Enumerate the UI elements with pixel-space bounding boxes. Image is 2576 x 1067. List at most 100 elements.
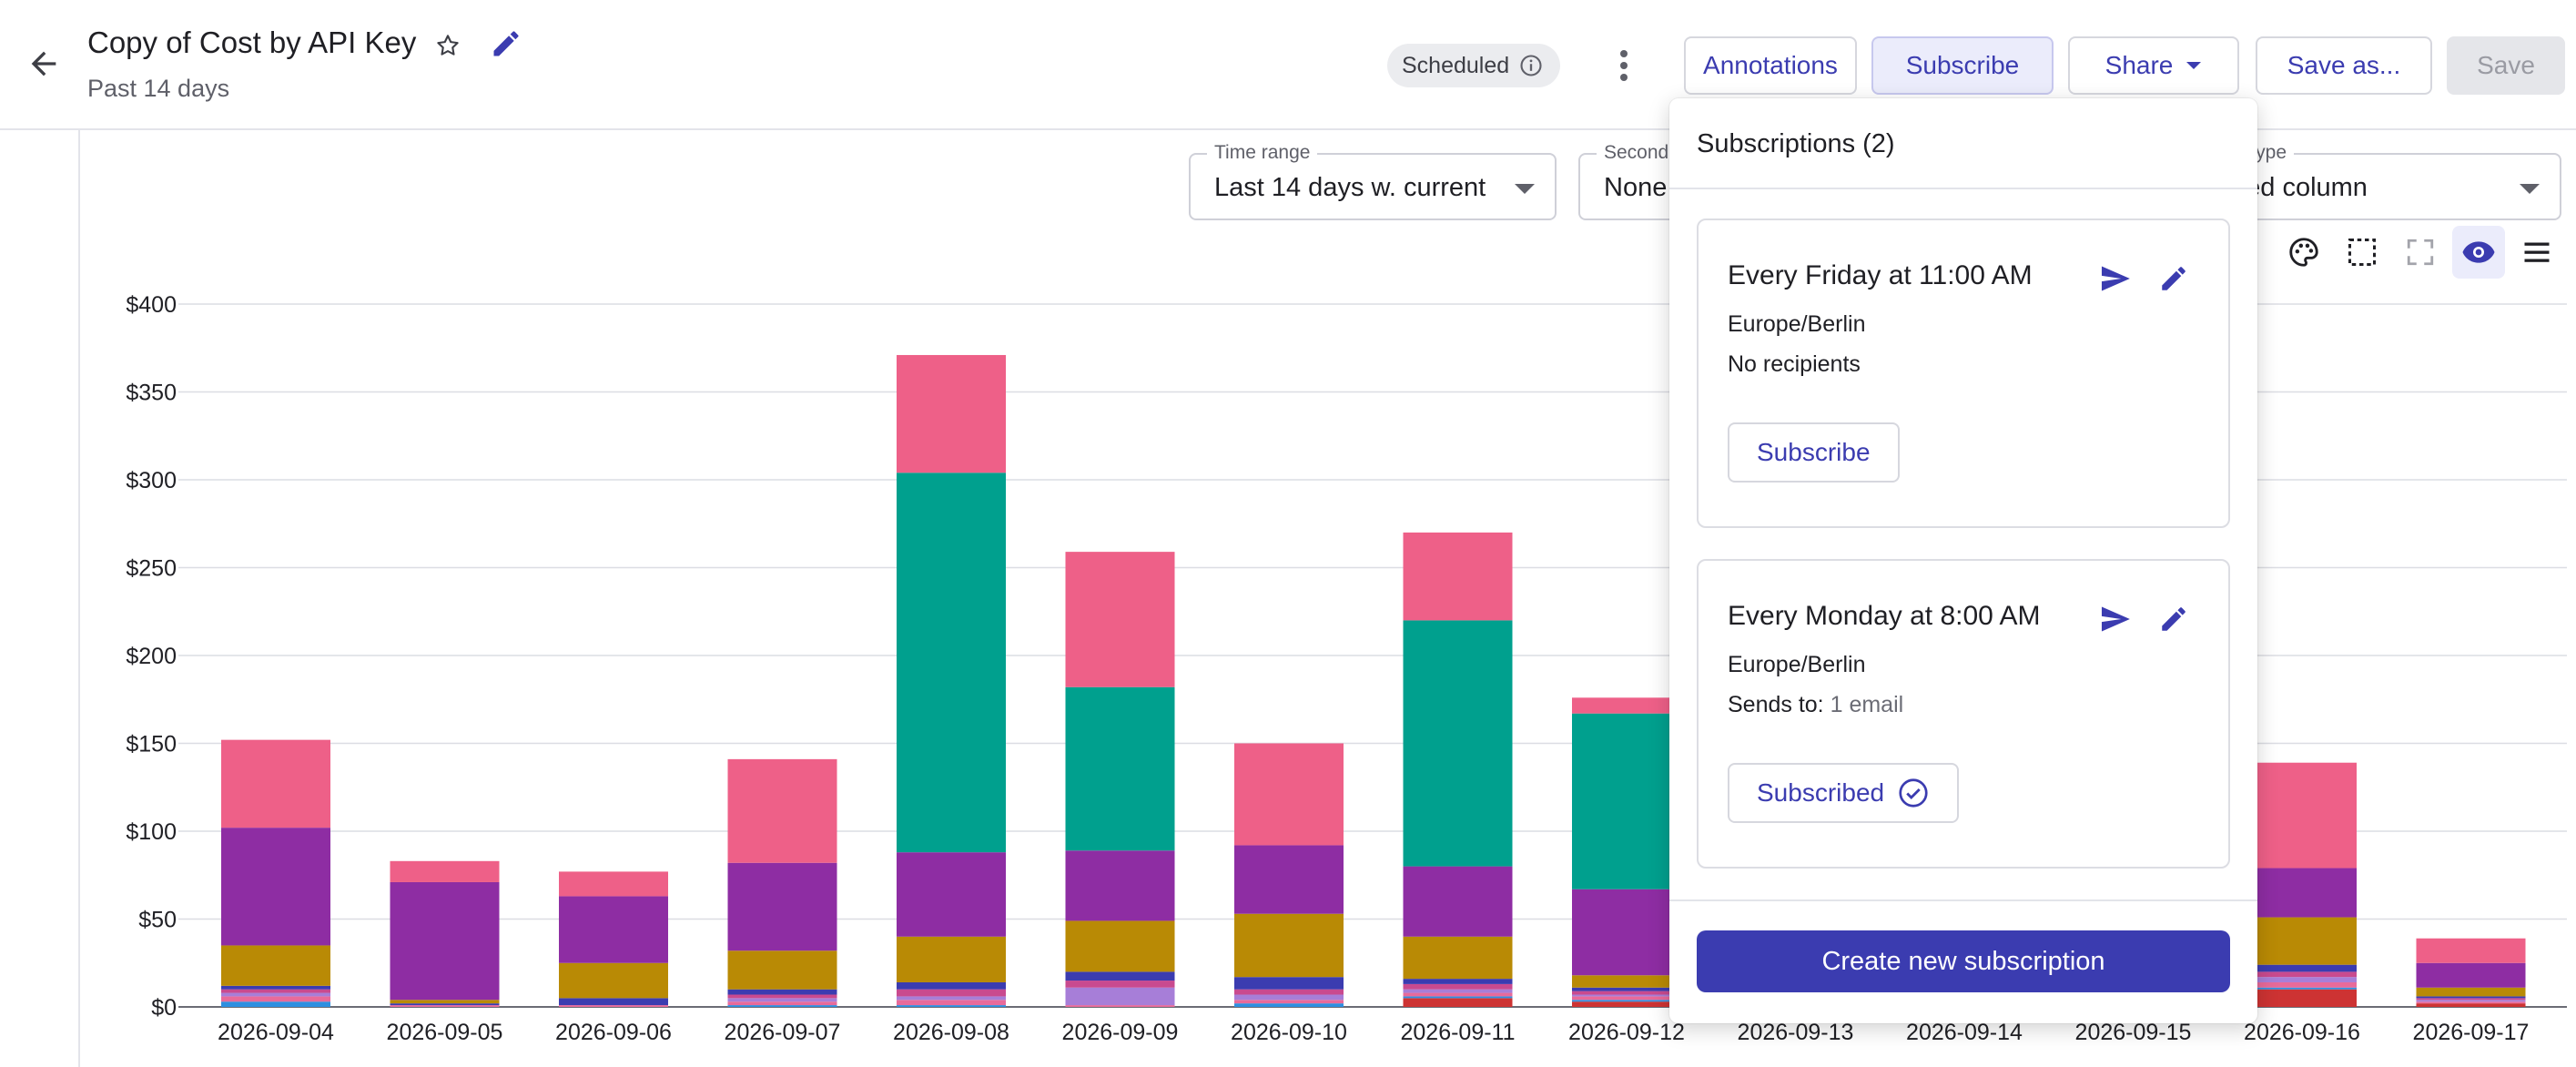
bar-segment bbox=[559, 1005, 668, 1007]
edit-subscription-button[interactable] bbox=[2152, 257, 2196, 300]
bar-segment bbox=[1234, 977, 1344, 990]
bar-segment bbox=[221, 828, 330, 946]
bar-segment bbox=[2247, 981, 2357, 988]
visibility-toggle-button[interactable] bbox=[2452, 226, 2505, 279]
bar-segment bbox=[897, 473, 1006, 853]
y-tick-label: $0 bbox=[151, 995, 177, 1021]
check-circle-icon bbox=[1899, 778, 1928, 808]
fullscreen-button[interactable] bbox=[2394, 226, 2447, 279]
time-range-label: Time range bbox=[1207, 142, 1318, 164]
x-tick-label: 2026-09-08 bbox=[893, 1020, 1009, 1045]
save-as-button[interactable]: Save as... bbox=[2256, 36, 2432, 95]
bar-segment bbox=[1403, 983, 1513, 990]
palette-button[interactable] bbox=[2277, 226, 2330, 279]
bar-segment bbox=[221, 945, 330, 986]
favorite-button[interactable] bbox=[430, 27, 466, 64]
select-area-button[interactable] bbox=[2336, 226, 2388, 279]
popover-divider bbox=[1669, 899, 2257, 901]
bar-segment bbox=[2416, 1003, 2526, 1007]
y-tick-label: $200 bbox=[126, 644, 177, 669]
save-button[interactable]: Save bbox=[2447, 36, 2565, 95]
bar-segment bbox=[1234, 1000, 1344, 1004]
popover-divider bbox=[1669, 188, 2257, 189]
subscription-card: Every Monday at 8:00 AM Europe/Berlin Se… bbox=[1697, 559, 2230, 869]
bar-segment bbox=[559, 998, 668, 1006]
bar-segment bbox=[1572, 1000, 1681, 1002]
x-tick-label: 2026-09-07 bbox=[725, 1020, 841, 1045]
bar-segment bbox=[897, 981, 1006, 990]
subscription-recipients: Sends to: 1 email bbox=[1728, 692, 1903, 718]
more-options-button[interactable] bbox=[1602, 42, 1646, 89]
bar-segment bbox=[221, 996, 330, 1002]
annotations-button[interactable]: Annotations bbox=[1684, 36, 1857, 95]
bar-segment bbox=[1234, 743, 1344, 846]
bar-segment bbox=[1065, 981, 1175, 988]
bar-segment bbox=[1403, 996, 1513, 999]
bar-segment bbox=[221, 739, 330, 828]
edit-subscription-button[interactable] bbox=[2152, 597, 2196, 641]
bar-segment bbox=[1065, 1005, 1175, 1007]
bar-segment bbox=[1234, 913, 1344, 978]
bar-segment bbox=[727, 1005, 837, 1007]
bar-segment bbox=[897, 996, 1006, 1001]
select-area-icon bbox=[2348, 239, 2376, 266]
subscribed-button[interactable]: Subscribed bbox=[1728, 763, 1960, 823]
bar-segment bbox=[559, 962, 668, 999]
info-icon[interactable] bbox=[1518, 53, 1544, 78]
bar-segment bbox=[1572, 991, 1681, 995]
edit-title-button[interactable] bbox=[486, 24, 526, 64]
subscription-schedule: Every Friday at 11:00 AM bbox=[1728, 260, 2033, 290]
bar-segment bbox=[1572, 987, 1681, 991]
bar-segment bbox=[221, 1001, 330, 1007]
bar-segment bbox=[1572, 994, 1681, 997]
cost-chart: $0 $50 $100 $150 $200 $250 $300 $350 $400 2026-09… bbox=[126, 292, 2567, 1045]
header-bar: Copy of Cost by API Key Past 14 days Sch… bbox=[0, 0, 2576, 130]
send-now-button[interactable] bbox=[2094, 257, 2137, 300]
create-subscription-button[interactable]: Create new subscription bbox=[1697, 930, 2230, 992]
bar-segment bbox=[390, 1000, 500, 1004]
x-tick-label: 2026-09-06 bbox=[555, 1020, 672, 1045]
bar-segment bbox=[2247, 868, 2357, 918]
back-button[interactable] bbox=[22, 42, 66, 86]
palette-icon bbox=[2289, 238, 2318, 267]
subscription-timezone: Europe/Berlin bbox=[1728, 311, 1866, 337]
popover-title: Subscriptions (2) bbox=[1697, 129, 1895, 158]
time-range-select[interactable]: Time range Last 14 days w. current bbox=[1189, 142, 1557, 220]
x-tick-label: 2026-09-12 bbox=[1568, 1020, 1685, 1045]
pencil-icon bbox=[493, 31, 519, 56]
y-tick-label: $100 bbox=[126, 819, 177, 845]
share-button[interactable]: Share bbox=[2068, 36, 2239, 95]
x-tick-label: 2026-09-13 bbox=[1738, 1020, 1854, 1045]
y-tick-label: $250 bbox=[126, 556, 177, 582]
bar-segment bbox=[2416, 996, 2526, 999]
page-subtitle: Past 14 days bbox=[87, 75, 230, 102]
caret-down-icon bbox=[1515, 184, 1535, 194]
bar-segment bbox=[2416, 1000, 2526, 1002]
send-icon bbox=[2101, 606, 2130, 632]
y-tick-label: $300 bbox=[126, 468, 177, 493]
subscribed-button-label: Subscribed bbox=[1757, 778, 1885, 807]
y-tick-label: $50 bbox=[138, 908, 177, 933]
x-tick-label: 2026-09-17 bbox=[2413, 1020, 2530, 1045]
recipients-count: 1 email bbox=[1830, 692, 1904, 717]
subscribe-button[interactable]: Subscribe bbox=[1871, 36, 2054, 95]
bar-segment bbox=[1065, 686, 1175, 851]
bar-segment bbox=[897, 1000, 1006, 1006]
bar-segment bbox=[1572, 713, 1681, 889]
bar-segment bbox=[390, 881, 500, 1001]
y-tick-label: $350 bbox=[126, 381, 177, 406]
subscribe-button[interactable]: Subscribe bbox=[1728, 422, 1900, 483]
bar-segment bbox=[1572, 975, 1681, 988]
bar-segment bbox=[1403, 532, 1513, 621]
subscribe-button-label: Subscribe bbox=[1757, 438, 1871, 466]
pencil-icon bbox=[2162, 607, 2186, 631]
caret-down-icon bbox=[2520, 184, 2540, 194]
x-tick-label: 2026-09-05 bbox=[387, 1020, 503, 1045]
bar-segment bbox=[727, 758, 837, 863]
menu-button[interactable] bbox=[2510, 226, 2563, 279]
bar-segment bbox=[2247, 917, 2357, 965]
bar-segment bbox=[1403, 936, 1513, 980]
send-now-button[interactable] bbox=[2094, 597, 2137, 641]
page-title: Copy of Cost by API Key bbox=[87, 25, 417, 59]
y-tick-label: $150 bbox=[126, 732, 177, 757]
